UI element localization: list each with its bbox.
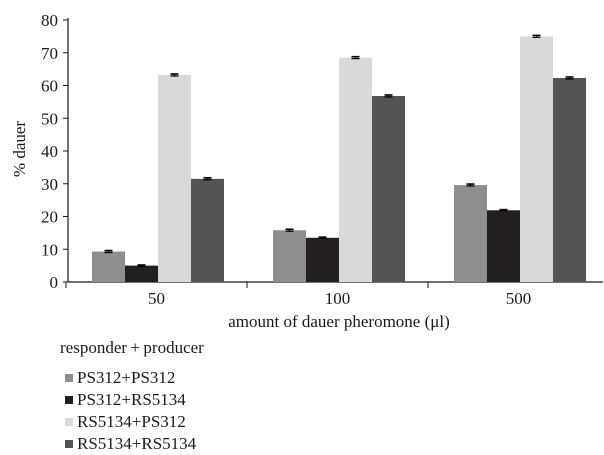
legend-label: PS312+RS5134 <box>77 390 186 409</box>
bar <box>339 57 372 282</box>
y-tick-label: 40 <box>41 142 58 161</box>
legend: responder + producer PS312+PS312 PS312+RS… <box>60 338 204 455</box>
legend-item: PS312+PS312 <box>65 367 204 389</box>
bar <box>520 36 553 282</box>
y-tick-label: 10 <box>41 240 58 259</box>
bar-chart: 0 10 20 30 40 50 60 70 80 50 100 500 % dauer amount… <box>10 11 603 331</box>
x-axis-label: amount of dauer pheromone (μl) <box>228 312 450 331</box>
x-tick-label: 500 <box>506 289 532 308</box>
legend-title: responder + producer <box>60 338 204 357</box>
bar <box>372 95 405 282</box>
legend-item: PS312+RS5134 <box>65 389 204 411</box>
legend-swatch <box>65 418 73 426</box>
bar <box>125 265 158 282</box>
chart-ticks: 0 10 20 30 40 50 60 70 80 50 100 500 <box>41 11 531 308</box>
legend-label: RS5134+PS312 <box>77 412 186 431</box>
legend-swatch <box>65 374 73 382</box>
y-tick-label: 20 <box>41 208 58 227</box>
legend-items: PS312+PS312 PS312+RS5134 RS5134+PS312 RS513… <box>60 367 204 455</box>
bar <box>158 75 191 283</box>
bar <box>273 230 306 282</box>
bar <box>191 178 224 282</box>
legend-label: RS5134+RS5134 <box>77 434 197 453</box>
x-tick-label: 100 <box>325 289 351 308</box>
legend-swatch <box>65 440 73 448</box>
bar <box>487 210 520 282</box>
x-tick-label: 50 <box>148 289 165 308</box>
chart-bars <box>92 34 586 283</box>
bar <box>454 185 487 282</box>
y-tick-label: 60 <box>41 77 58 96</box>
y-tick-label: 70 <box>41 44 58 63</box>
legend-item: RS5134+RS5134 <box>65 433 204 455</box>
y-tick-label: 50 <box>41 109 58 128</box>
bar <box>306 237 339 282</box>
bar <box>553 77 586 282</box>
bar <box>92 251 125 282</box>
legend-swatch <box>65 396 73 404</box>
y-tick-label: 0 <box>50 273 59 292</box>
y-axis-label: % dauer <box>10 121 29 178</box>
y-tick-label: 80 <box>41 11 58 30</box>
y-tick-label: 30 <box>41 175 58 194</box>
legend-item: RS5134+PS312 <box>65 411 204 433</box>
legend-label: PS312+PS312 <box>77 368 176 387</box>
